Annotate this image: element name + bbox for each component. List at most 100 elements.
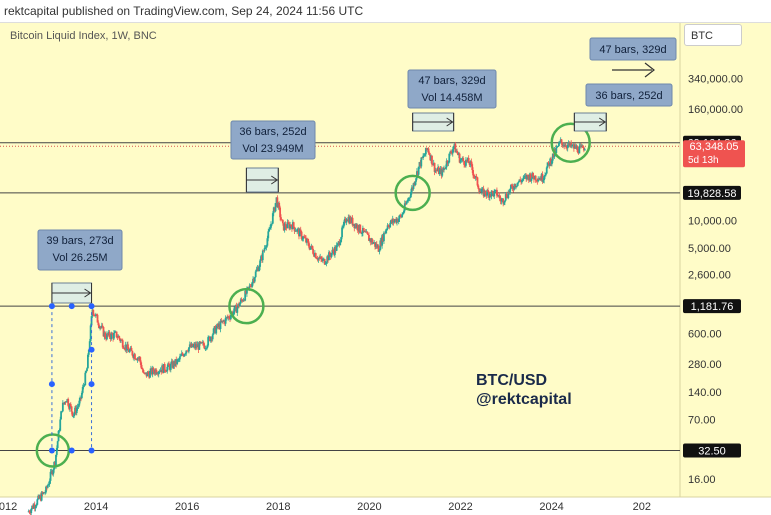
candle-body [240,299,243,301]
candle-body [188,347,190,352]
candle-body [45,486,47,493]
candle-body [72,416,75,417]
candle-body [44,492,47,494]
candle-body [104,332,107,339]
candle-body [542,180,545,182]
candle-body [360,232,363,234]
candle-body [204,348,207,350]
candle-body [537,179,540,182]
candle-body [147,371,150,374]
candle-body [92,309,95,315]
candle-body [139,357,142,363]
candle-body [67,399,70,406]
candle-body [143,372,145,374]
range-box-2021-arrowhead [446,117,454,127]
candle-body [219,320,222,330]
candle-body [284,224,287,228]
candle-body [127,344,129,350]
candle-body [433,162,436,172]
candle-body [140,362,143,368]
candle-body [30,508,33,514]
candle-body [541,174,544,182]
candle-body [266,238,269,246]
candle-body [458,153,461,163]
candle-body [261,250,264,261]
candle-body [389,223,392,228]
candle-body [300,231,303,239]
candle-body [165,371,168,373]
candle-body [179,355,182,357]
y-tick-label: 2,600.00 [688,269,731,281]
candle-body [509,188,511,193]
candle-body [302,236,305,239]
chart-title: Bitcoin Liquid Index, 1W, BNC [10,30,157,42]
candle-body [328,252,330,261]
candle-body [361,233,363,234]
x-tick-label: 2020 [357,501,381,513]
candle-body [265,245,268,248]
candle-body [172,361,175,368]
candle-body [185,350,188,354]
candle-body [260,256,262,261]
callout-box [589,37,677,61]
candle-body [408,198,411,199]
candle-body [205,348,208,349]
candle-body [123,348,126,350]
candle-body [402,210,405,214]
candle-body [87,349,90,355]
candle-body [551,153,554,161]
measure-handle [88,346,95,353]
candle-body [486,190,489,196]
candle-body [248,285,251,288]
candle-body [175,359,178,365]
candle-body [198,341,201,350]
candle-body [264,247,267,249]
candle-body [573,145,576,149]
candle-body [407,198,410,202]
candle-body [179,356,181,360]
candle-body [86,354,89,369]
candle-body [211,334,214,340]
candle-body [168,365,171,370]
candle-body [393,220,396,223]
candle-body [384,230,387,234]
x-tick-label: 2022 [448,501,472,513]
y-tick-label: 600.00 [688,328,722,340]
candle-body [227,316,230,318]
candle-body [324,263,327,265]
candle-body [521,179,523,183]
candle-body [230,315,232,319]
candle-body [428,152,431,155]
watermark-handle: @rektcapital [476,391,572,408]
candle-body [561,142,564,146]
candle-body [277,202,280,208]
candle-body [281,219,283,221]
symbol-search-box[interactable]: BTC [684,24,742,46]
candle-body [484,190,487,195]
candle-body [269,227,271,230]
x-tick-label: 2018 [266,501,290,513]
candle-body [246,287,248,294]
candle-body [102,327,105,337]
highlight-circle [228,287,265,325]
candle-body [239,303,241,307]
candle-body [115,331,118,338]
candle-body [285,227,288,229]
candle-body [581,145,583,147]
callout-text: 47 bars, 329d [599,44,666,56]
candle-body [65,401,68,403]
candle-body [52,469,55,475]
candle-body [507,191,510,199]
candle-body [84,372,87,386]
candle-body [527,174,529,177]
candle-body [118,336,121,339]
candle-body [503,202,505,204]
candle-body [418,162,421,167]
price-axis-background [680,22,771,497]
candle-body [341,227,343,238]
candle-body [579,145,582,147]
candle-body [276,197,279,208]
candle-body [583,147,585,151]
candle-body [97,322,100,326]
